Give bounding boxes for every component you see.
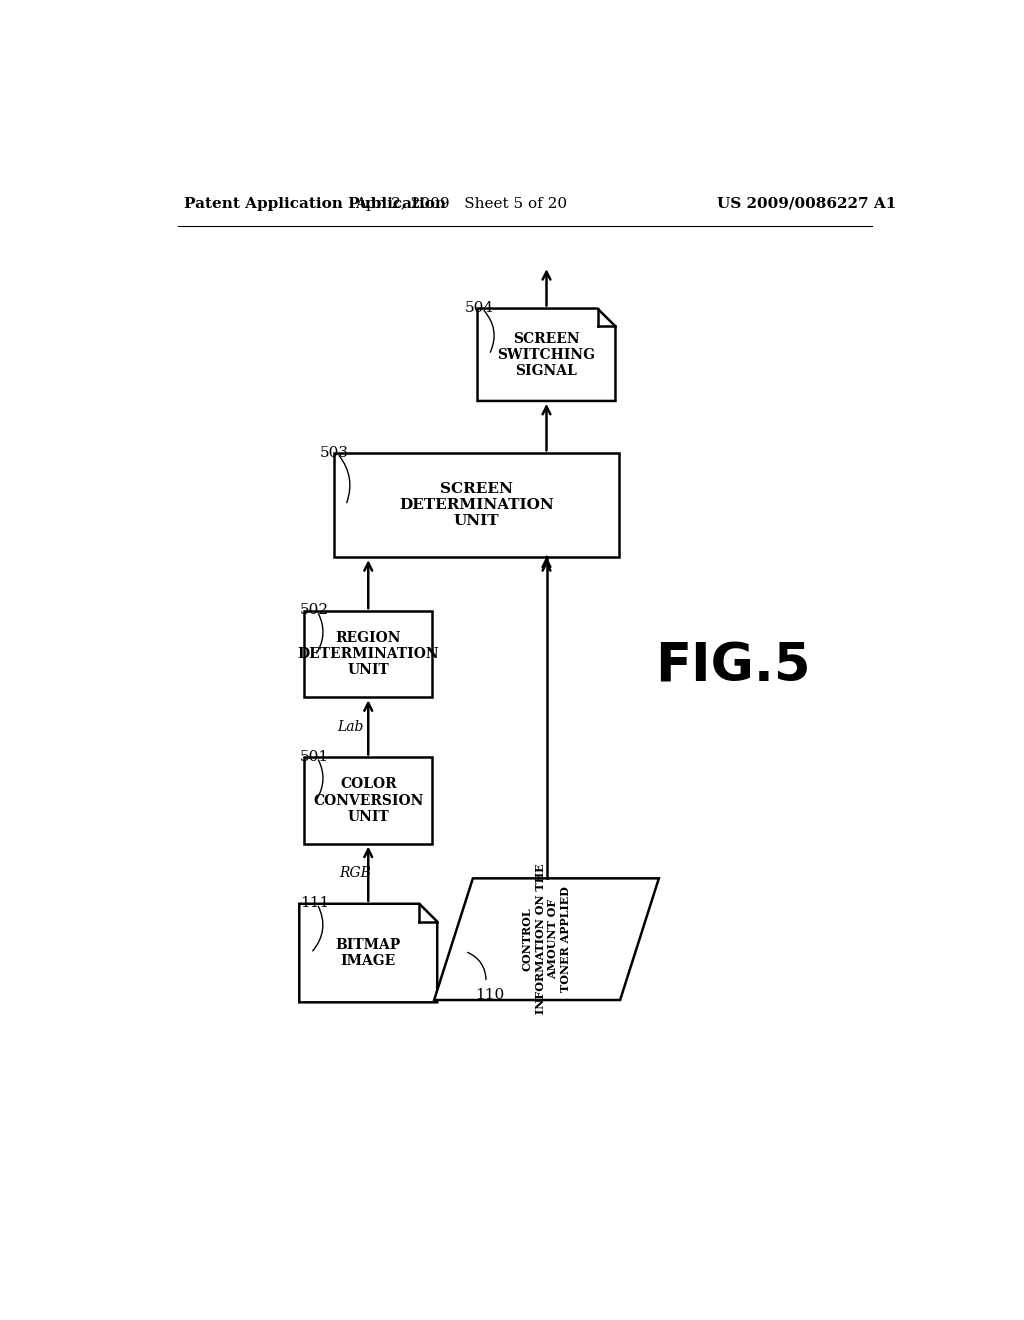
Text: REGION
DETERMINATION
UNIT: REGION DETERMINATION UNIT [297,631,439,677]
Bar [304,758,432,843]
Text: Lab: Lab [337,719,364,734]
Text: CONTROL
INFORMATION ON THE
AMOUNT OF
TONER APPLIED: CONTROL INFORMATION ON THE AMOUNT OF TON… [522,863,571,1015]
Polygon shape [434,878,658,1001]
Text: RGB: RGB [339,866,371,880]
Text: 502: 502 [300,603,329,618]
Text: Apr. 2, 2009   Sheet 5 of 20: Apr. 2, 2009 Sheet 5 of 20 [355,197,567,211]
Bar [334,453,620,557]
Text: COLOR
CONVERSION
UNIT: COLOR CONVERSION UNIT [313,777,424,824]
Text: US 2009/0086227 A1: US 2009/0086227 A1 [717,197,896,211]
Text: 110: 110 [475,989,505,1002]
Polygon shape [299,904,437,1002]
Bar [304,611,432,697]
Text: 503: 503 [321,446,349,459]
Polygon shape [477,309,615,401]
Text: 504: 504 [465,301,495,315]
Text: 111: 111 [300,896,330,909]
Text: SCREEN
DETERMINATION
UNIT: SCREEN DETERMINATION UNIT [399,482,554,528]
Text: BITMAP
IMAGE: BITMAP IMAGE [336,939,400,968]
Text: Patent Application Publication: Patent Application Publication [183,197,445,211]
Text: FIG.5: FIG.5 [655,640,811,693]
Text: 501: 501 [300,750,329,764]
Text: SCREEN
SWITCHING
SIGNAL: SCREEN SWITCHING SIGNAL [498,331,596,378]
